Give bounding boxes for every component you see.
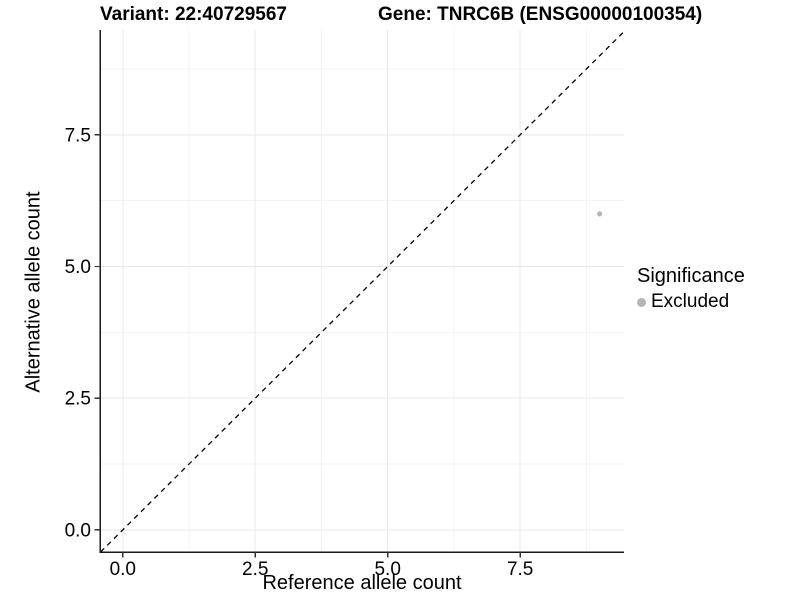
gene-title: Gene: TNRC6B (ENSG00000100354) bbox=[378, 4, 703, 25]
legend-title: Significance bbox=[637, 265, 745, 287]
legend: Significance Excluded bbox=[637, 265, 745, 313]
y-tick-label: 2.5 bbox=[65, 389, 91, 410]
identity-dashed-line bbox=[100, 31, 625, 553]
legend-item-excluded: Excluded bbox=[637, 291, 745, 313]
x-tick-label: 0.0 bbox=[110, 559, 136, 580]
legend-point-icon bbox=[637, 297, 646, 307]
x-tick-label: 5.0 bbox=[374, 559, 400, 580]
y-tick-label: 7.5 bbox=[65, 125, 91, 146]
y-tick-label: 0.0 bbox=[65, 520, 91, 541]
y-tick-label: 5.0 bbox=[65, 257, 91, 278]
y-axis-title: Alternative allele count bbox=[22, 191, 45, 393]
data-point bbox=[597, 211, 603, 217]
variant-title: Variant: 22:40729567 bbox=[100, 4, 287, 25]
x-tick-label: 7.5 bbox=[507, 559, 533, 580]
x-axis-title: Reference allele count bbox=[262, 572, 462, 594]
legend-item-label: Excluded bbox=[651, 291, 730, 312]
x-tick-label: 2.5 bbox=[242, 559, 268, 580]
